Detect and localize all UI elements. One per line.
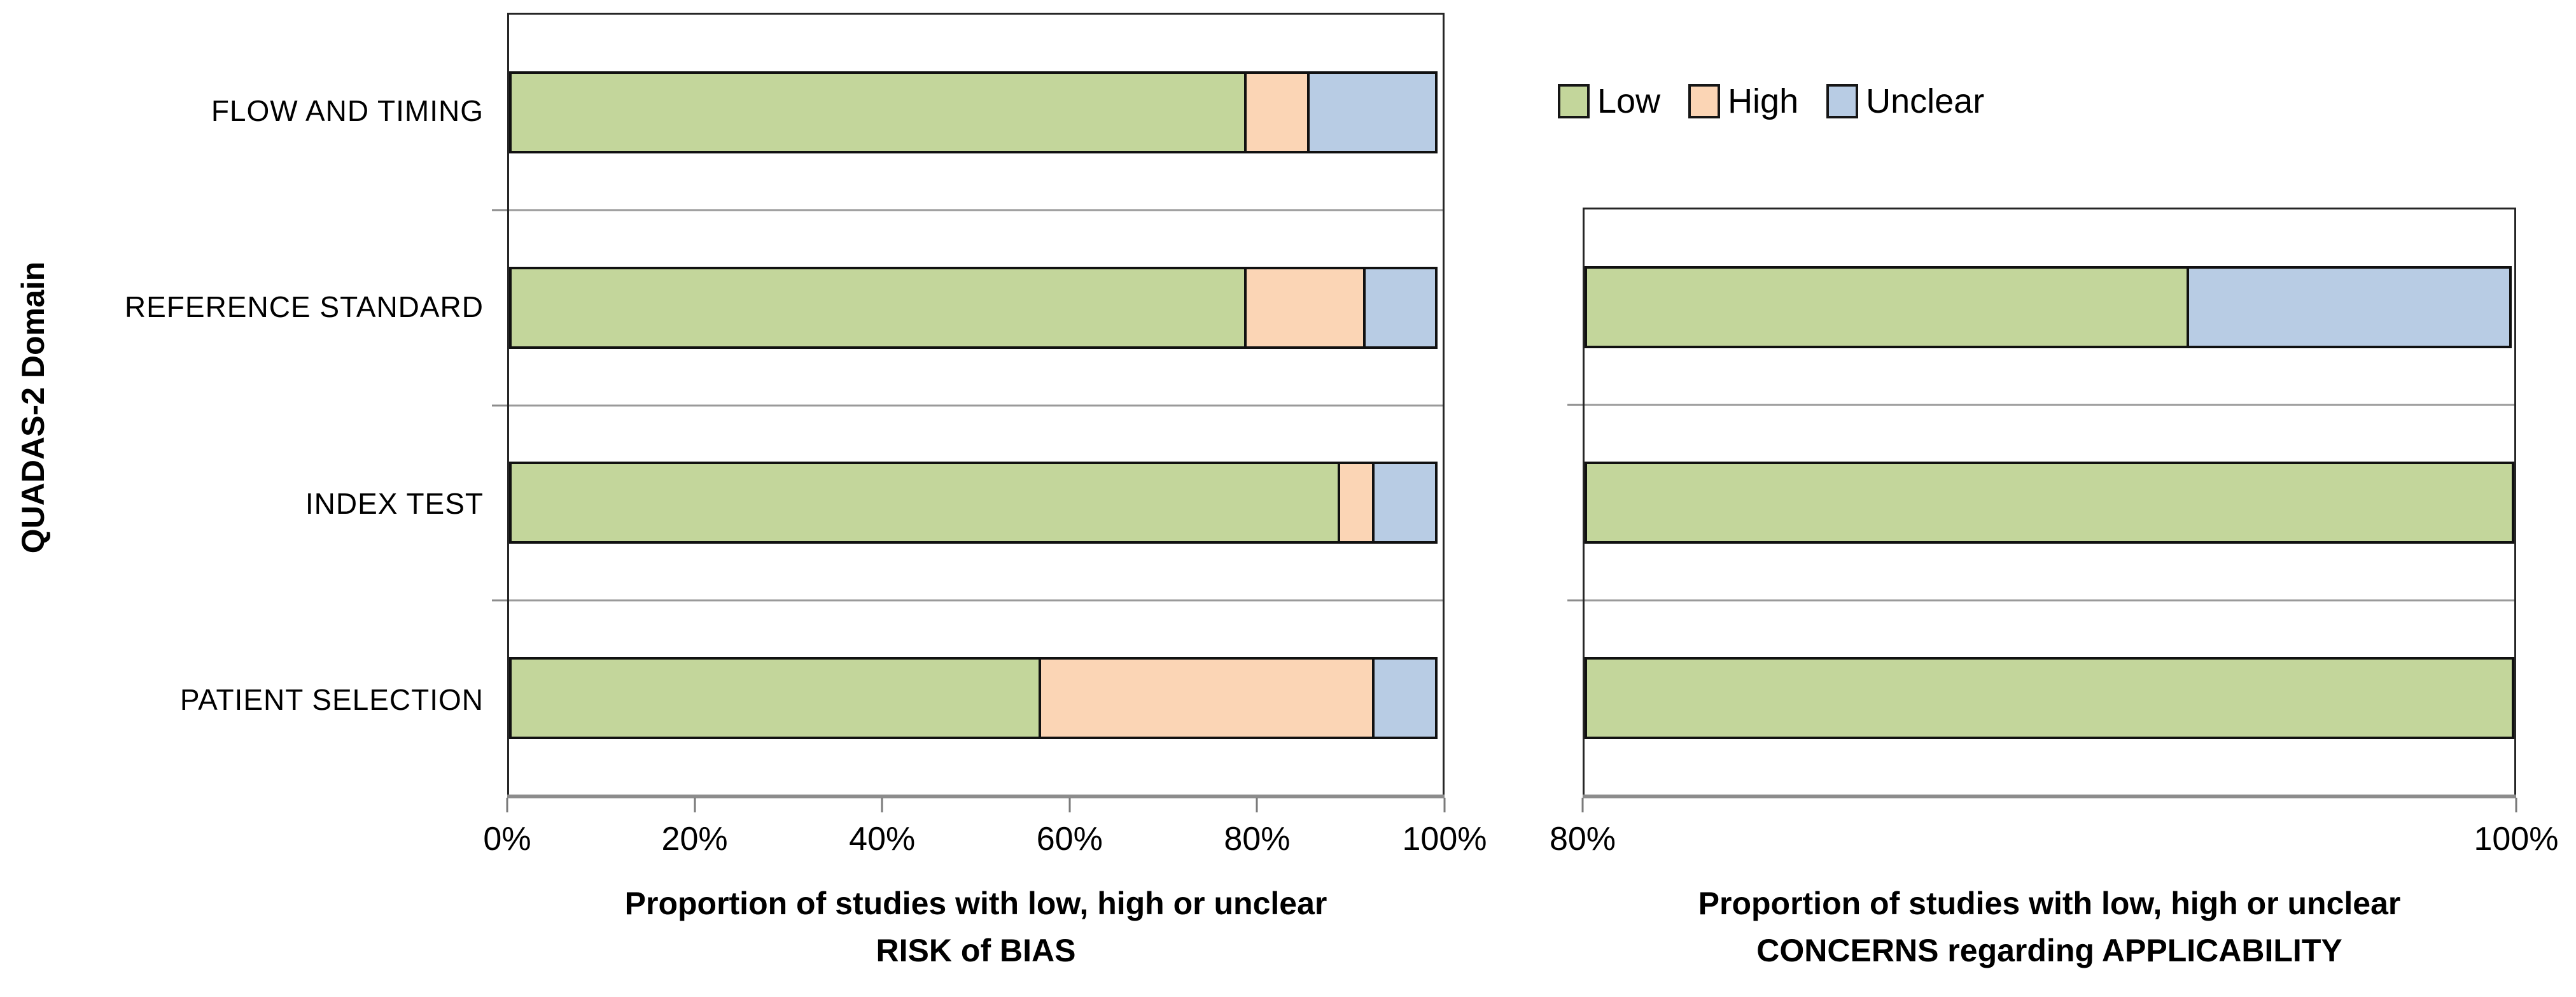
- x-tick-mark: [1068, 798, 1071, 812]
- bar-row: [1585, 600, 2514, 796]
- x-tick-label: 80%: [1549, 821, 1616, 858]
- bar-segment-low: [1585, 266, 2189, 348]
- bar-row: [509, 210, 1443, 406]
- category-gridline: [1585, 404, 2514, 406]
- x-axis-title-line2: RISK of BIAS: [876, 933, 1076, 968]
- x-tick-label: 20%: [661, 821, 728, 858]
- category-labels: FLOW AND TIMING REFERENCE STANDARD INDEX T…: [0, 13, 495, 798]
- category-tick: [1567, 404, 1583, 406]
- stacked-bar: [509, 266, 1443, 349]
- category-label: REFERENCE STANDARD: [124, 290, 484, 324]
- legend-label: Unclear: [1866, 82, 1985, 120]
- legend-swatch-high: [1688, 84, 1721, 118]
- legend-item-low: Low: [1558, 84, 1660, 118]
- x-tick-mark: [2515, 798, 2517, 812]
- x-tick-mark: [506, 798, 508, 812]
- x-tick-mark: [1581, 798, 1584, 812]
- bar-segment-unclear: [1372, 657, 1438, 740]
- x-axis-title: Proportion of studies with low, high or …: [507, 880, 1445, 974]
- x-tick-label: 40%: [849, 821, 916, 858]
- x-tick-mark: [1443, 798, 1446, 812]
- legend: Low High Unclear: [1558, 84, 1984, 118]
- bar-row: [1585, 405, 2514, 600]
- x-tick-labels: 0% 20% 40% 60% 80% 100%: [483, 820, 1487, 865]
- category-gridline: [509, 209, 1443, 211]
- category-tick: [492, 209, 507, 211]
- bar-row: [509, 15, 1443, 210]
- legend-item-unclear: Unclear: [1826, 84, 1984, 118]
- category-label: FLOW AND TIMING: [211, 94, 484, 128]
- x-ticks: [506, 798, 1446, 814]
- category-gridline: [1585, 599, 2514, 602]
- x-tick-mark: [881, 798, 883, 812]
- x-tick-mark: [1256, 798, 1258, 812]
- stacked-bar: [1585, 266, 2514, 348]
- bar-segment-low: [1585, 462, 2514, 544]
- bar-row: [1585, 209, 2514, 405]
- bar-segment-unclear: [2186, 266, 2512, 348]
- category-label: PATIENT SELECTION: [179, 682, 484, 716]
- stacked-bar: [509, 462, 1443, 544]
- bar-segment-low: [509, 71, 1247, 153]
- x-ticks: [1581, 798, 2517, 814]
- legend-swatch-unclear: [1826, 84, 1859, 118]
- x-axis-title-line1: Proportion of studies with low, high or …: [624, 886, 1327, 921]
- x-tick-labels: 80% 100%: [1550, 820, 2559, 865]
- x-tick-mark: [694, 798, 696, 812]
- category-gridline: [509, 404, 1443, 406]
- stacked-bar: [1585, 657, 2514, 739]
- x-tick-label: 100%: [2474, 821, 2559, 858]
- category-gridline: [509, 599, 1443, 602]
- bar-segment-low: [509, 266, 1247, 349]
- x-axis-title-line1: Proportion of studies with low, high or …: [1698, 886, 2401, 921]
- category-tick: [492, 404, 507, 406]
- bar-segment-low: [509, 657, 1042, 740]
- category-label: INDEX TEST: [305, 486, 484, 520]
- x-axis-line: [1583, 795, 2516, 798]
- bar-row: [509, 406, 1443, 601]
- category-tick: [1567, 599, 1583, 602]
- category-tick: [492, 599, 507, 602]
- bar-segment-unclear: [1306, 71, 1438, 153]
- bar-segment-low: [1585, 657, 2514, 739]
- x-axis-title: Proportion of studies with low, high or …: [1583, 880, 2516, 974]
- bar-segment-high: [1039, 657, 1375, 740]
- stacked-bar: [509, 71, 1443, 153]
- bar-segment-unclear: [1362, 266, 1438, 349]
- stacked-bar: [509, 657, 1443, 740]
- x-tick-label: 100%: [1402, 821, 1487, 858]
- plot-area: [1567, 208, 2516, 798]
- legend-label: High: [1728, 82, 1799, 120]
- stacked-bar: [1585, 462, 2514, 544]
- bar-row: [509, 600, 1443, 796]
- bar-segment-unclear: [1372, 462, 1438, 544]
- x-tick-label: 0%: [483, 821, 531, 858]
- x-tick-label: 80%: [1224, 821, 1291, 858]
- x-axis-title-line2: CONCERNS regarding APPLICABILITY: [1756, 933, 2342, 968]
- x-tick-label: 60%: [1036, 821, 1103, 858]
- legend-item-high: High: [1688, 84, 1798, 118]
- x-axis-line: [507, 795, 1445, 798]
- bar-segment-high: [1243, 266, 1366, 349]
- legend-swatch-low: [1558, 84, 1590, 118]
- legend-label: Low: [1597, 82, 1661, 120]
- plot-area: [492, 13, 1445, 798]
- bar-segment-low: [509, 462, 1340, 544]
